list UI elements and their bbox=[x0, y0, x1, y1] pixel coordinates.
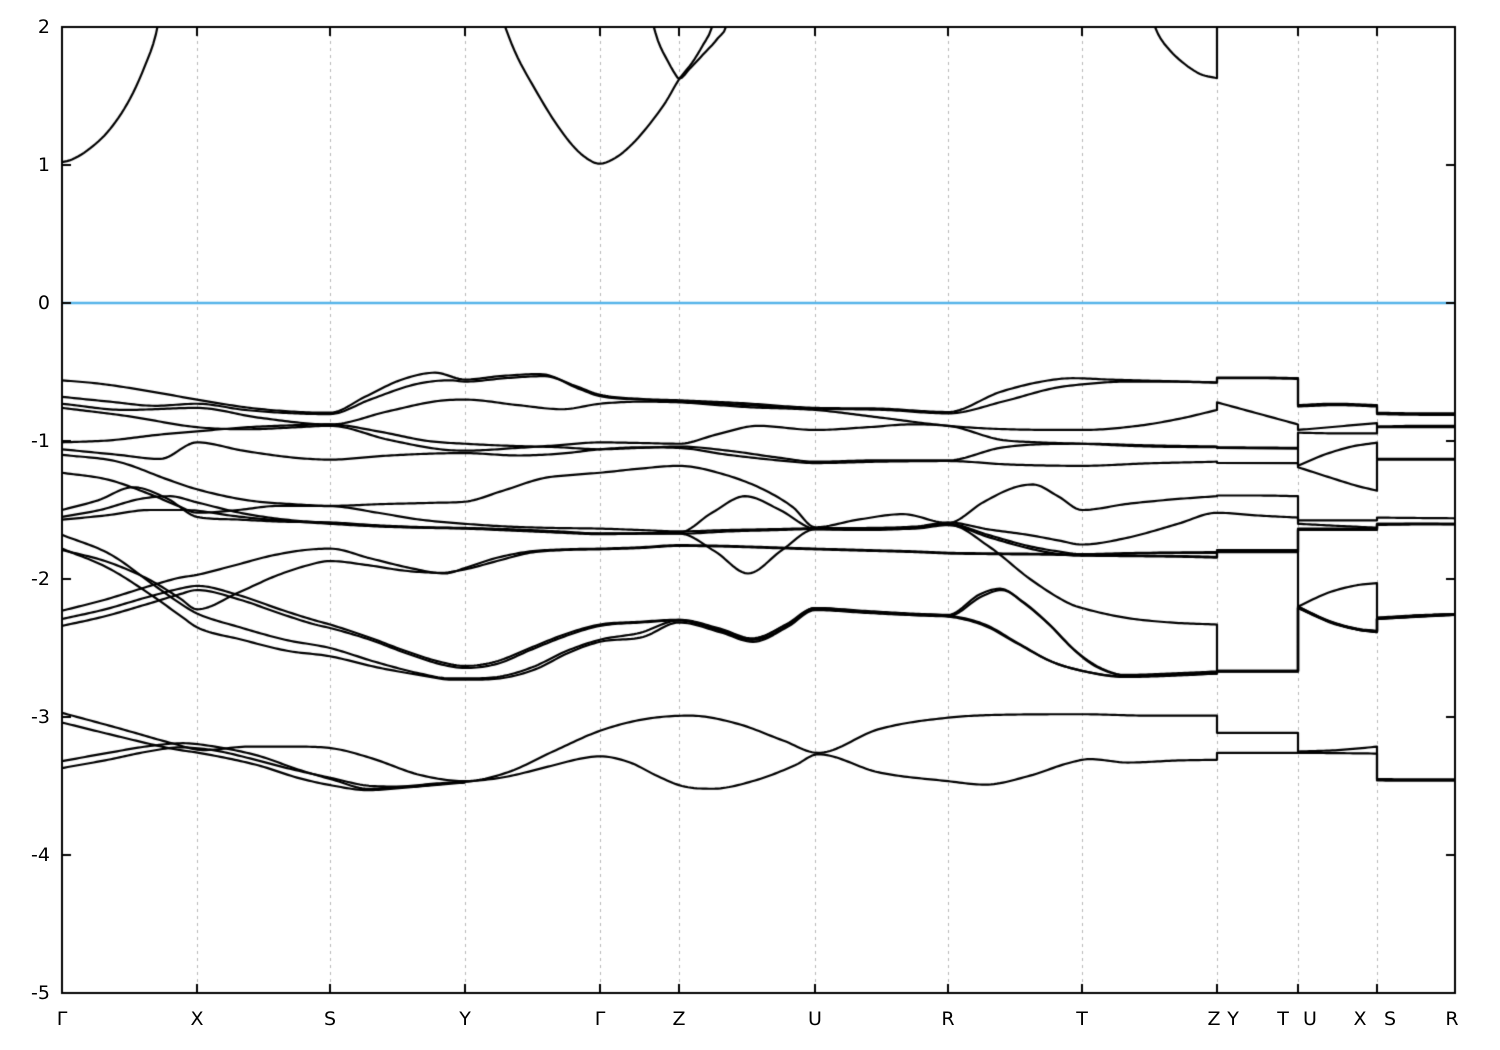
x-tick-label: Γ bbox=[56, 1008, 68, 1030]
y-tick-label: 2 bbox=[37, 16, 50, 38]
x-tick-label: U bbox=[808, 1008, 822, 1030]
x-tick-label: R bbox=[941, 1008, 955, 1030]
x-tick-label: Y bbox=[459, 1008, 471, 1030]
x-tick-label: X bbox=[190, 1008, 204, 1030]
y-tick-label: 0 bbox=[37, 292, 50, 314]
x-tick-label: Y bbox=[1227, 1008, 1239, 1030]
x-tick-label: S bbox=[1383, 1008, 1397, 1030]
y-tick-label: -2 bbox=[31, 568, 50, 590]
x-tick-label: Γ bbox=[594, 1008, 606, 1030]
y-tick-label: -5 bbox=[31, 982, 50, 1004]
x-tick-label: T bbox=[1277, 1008, 1289, 1030]
x-tick-label: T bbox=[1076, 1008, 1088, 1030]
x-tick-label: S bbox=[323, 1008, 337, 1030]
y-tick-label: -1 bbox=[31, 430, 50, 452]
x-tick-label: Z bbox=[672, 1008, 686, 1030]
x-tick-label: Z bbox=[1207, 1008, 1221, 1030]
y-tick-label: -3 bbox=[31, 706, 50, 728]
x-tick-label: R bbox=[1445, 1008, 1459, 1030]
y-tick-label: 1 bbox=[37, 154, 50, 176]
x-tick-label: U bbox=[1303, 1008, 1317, 1030]
x-tick-label: X bbox=[1353, 1008, 1367, 1030]
y-tick-label: -4 bbox=[31, 844, 50, 866]
